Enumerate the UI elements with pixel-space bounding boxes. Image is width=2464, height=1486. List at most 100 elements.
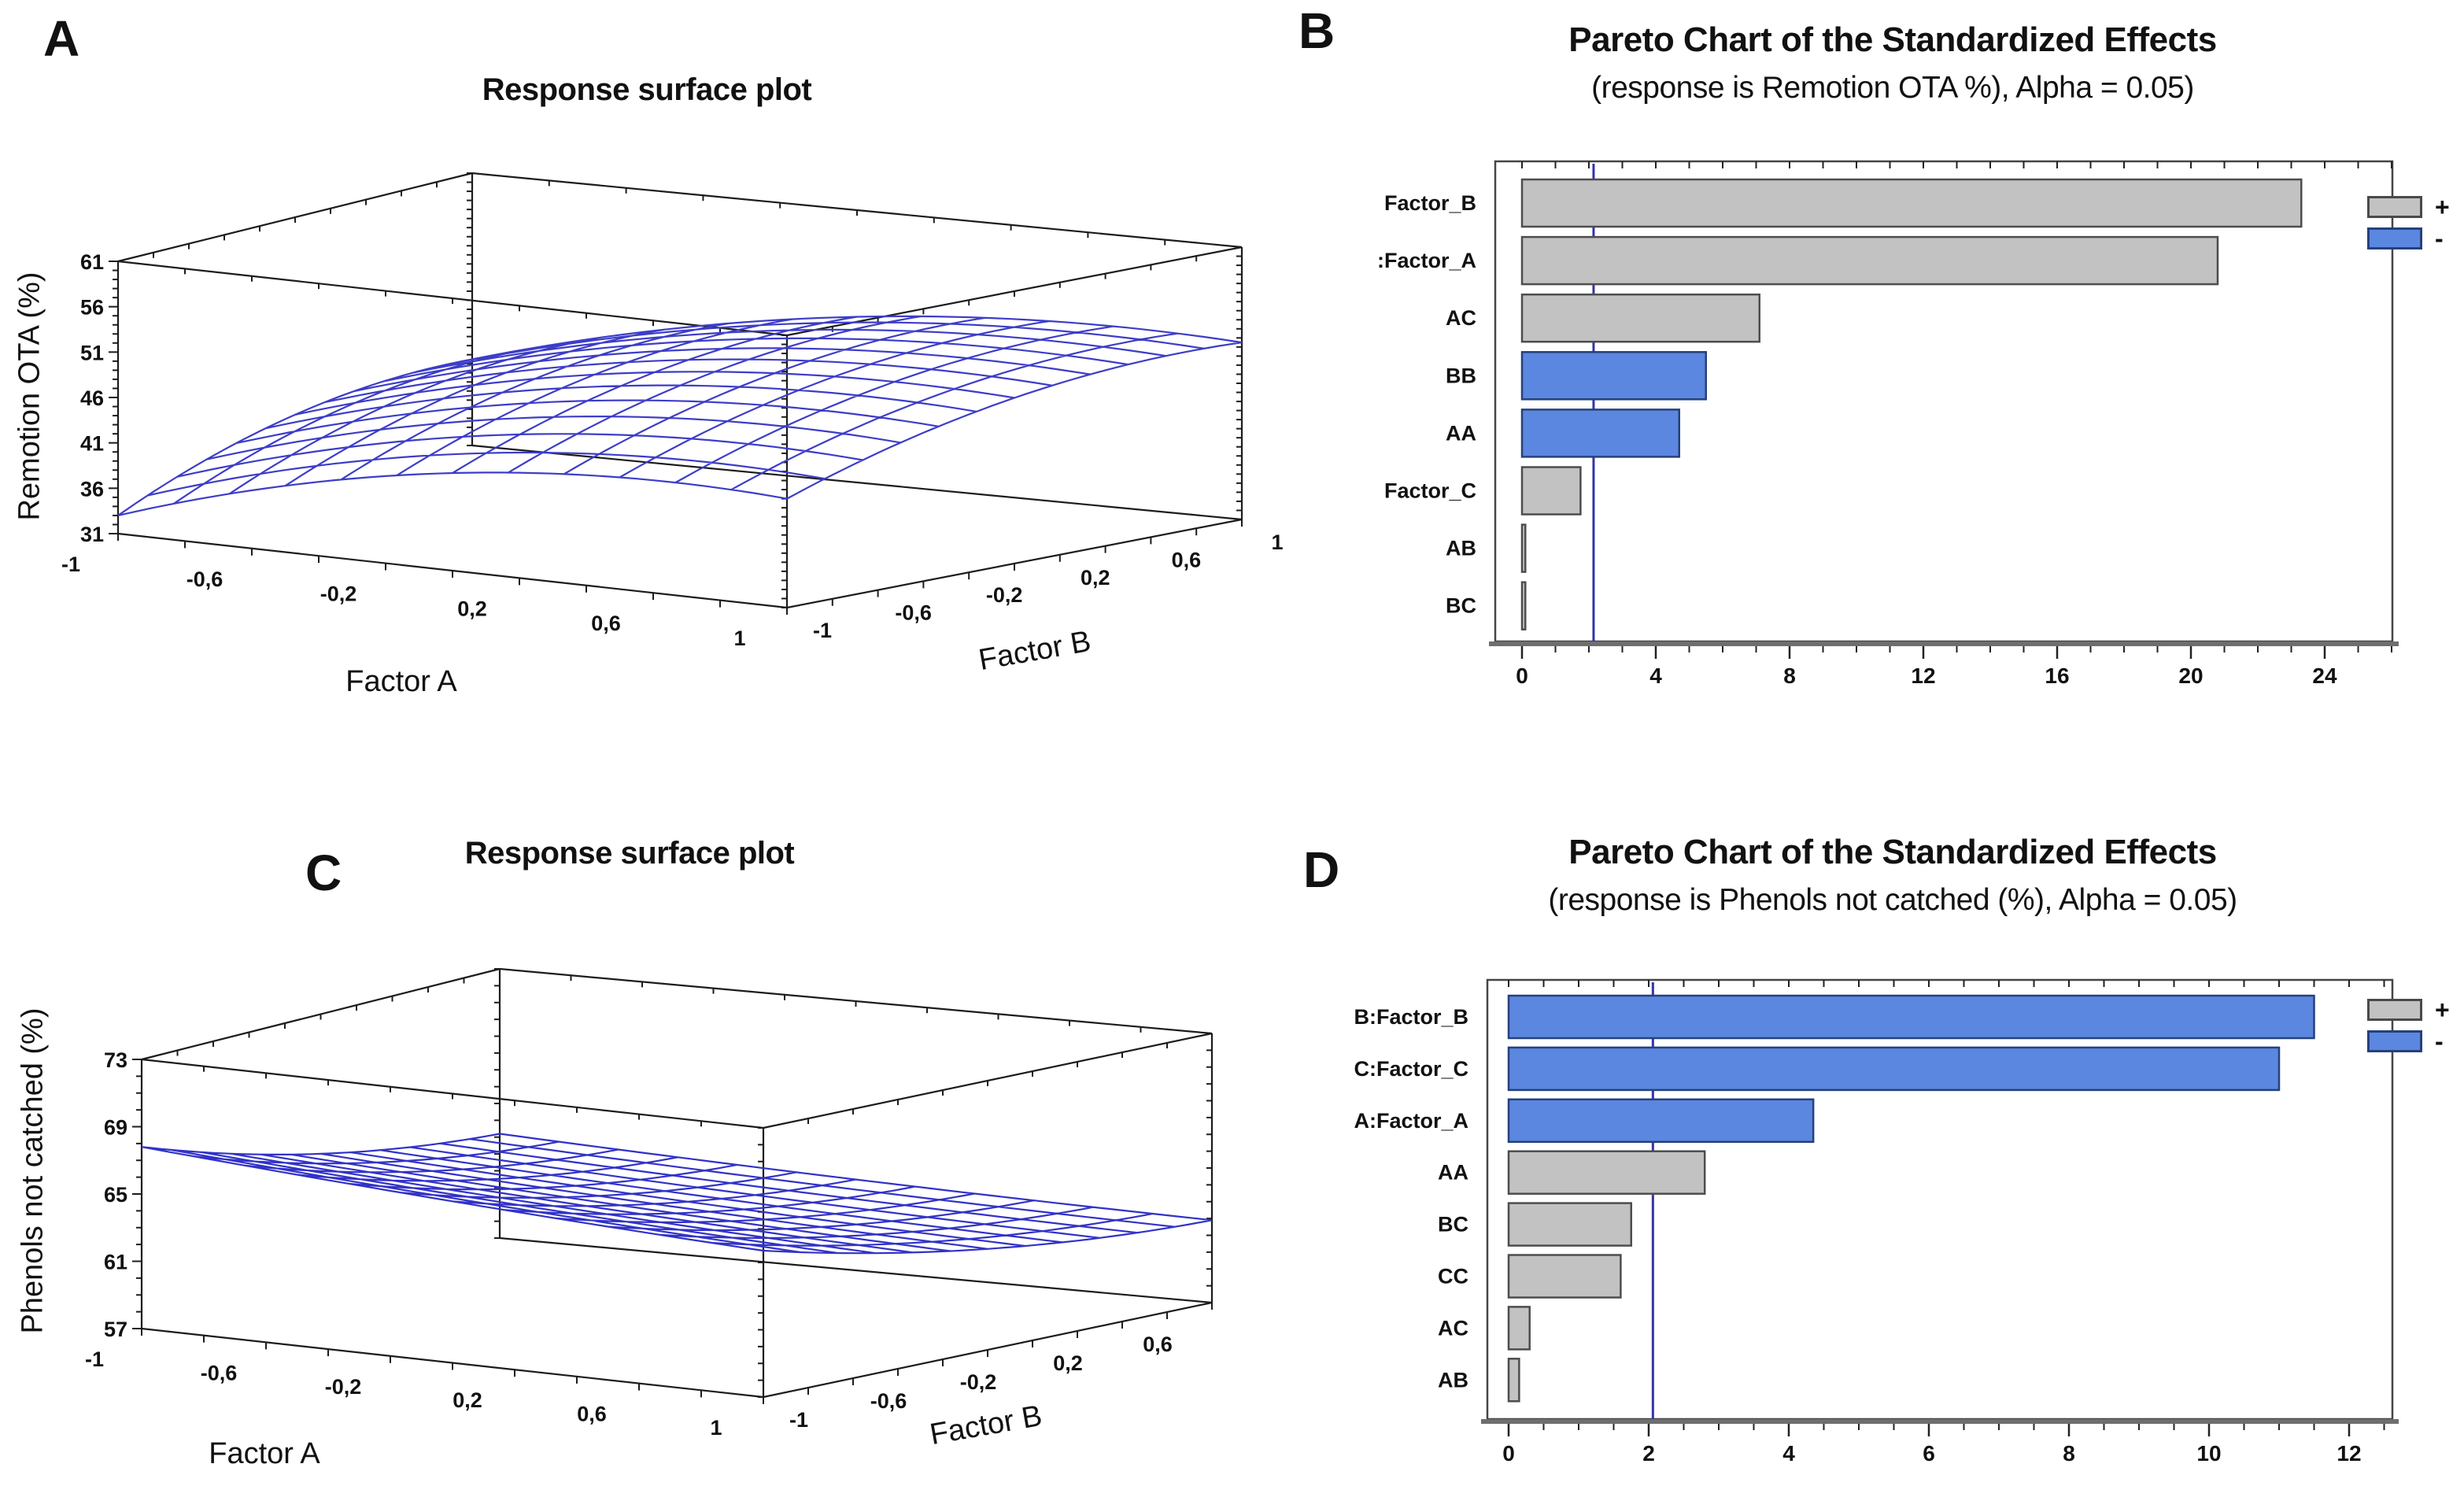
svg-text:56: 56 <box>80 296 104 320</box>
svg-text:AA: AA <box>1438 1161 1468 1185</box>
svg-text:0,6: 0,6 <box>1172 548 1202 571</box>
svg-text:31: 31 <box>80 523 104 546</box>
svg-text:1: 1 <box>1271 530 1283 554</box>
svg-text:-1: -1 <box>813 619 832 642</box>
svg-text:0: 0 <box>1502 1441 1515 1466</box>
svg-text:46: 46 <box>80 386 104 410</box>
svg-text:8: 8 <box>1783 664 1796 688</box>
panel-b-pareto-chart-category-labels: Factor_B:Factor_A AC BB AA Factor_C AB BC <box>1377 191 1476 618</box>
svg-text:B:Factor_B: B:Factor_B <box>1354 1005 1468 1029</box>
panel-b-pareto-chart-x-tick-labels: 0 4 8 12 16 20 24 <box>1516 664 2337 688</box>
svg-text:16: 16 <box>2045 664 2069 688</box>
panel-d-subtitle: (response is Phenols not catched (%), Al… <box>1548 883 2237 917</box>
pareto-bar <box>1507 1254 1622 1299</box>
panel-c-x-axis-title: Factor A <box>209 1437 320 1470</box>
svg-text:0,2: 0,2 <box>1053 1351 1083 1375</box>
svg-text:24: 24 <box>2312 664 2337 688</box>
panel-d-pareto-chart-axis-ticks <box>1507 980 2385 1436</box>
panel-c-surface-plot-tick-labels: 57 61 65 69 73 -1 -0,6 -0,2 0,2 0,6 1 -1 -0,6 -0,2 0,2… <box>85 1048 1173 1440</box>
panel-b-pareto-chart-bars <box>1520 178 2303 630</box>
svg-text:0,6: 0,6 <box>591 612 621 635</box>
panel-a-title: Response surface plot <box>482 72 812 107</box>
pareto-bar <box>1520 408 1680 458</box>
panel-a-label: A <box>43 10 80 67</box>
svg-text:0,2: 0,2 <box>453 1388 482 1412</box>
pareto-bar <box>1520 178 2303 228</box>
panel-a-x-axis-title: Factor A <box>345 665 457 698</box>
svg-text:4: 4 <box>1649 664 1662 688</box>
svg-text:AB: AB <box>1446 537 1476 560</box>
svg-text:A:Factor_A: A:Factor_A <box>1354 1109 1468 1133</box>
legend-row-plus: + <box>2367 191 2450 223</box>
svg-text:CC: CC <box>1438 1265 1468 1288</box>
panel-b-legend: + - <box>2367 191 2450 254</box>
svg-text:57: 57 <box>104 1318 127 1341</box>
pareto-bar <box>1520 581 1527 630</box>
panel-c-label: C <box>305 845 342 901</box>
legend-row-minus: - <box>2367 223 2450 254</box>
pareto-bar <box>1520 351 1707 401</box>
panel-c-z-axis-title: Phenols not catched (%) <box>16 1007 50 1334</box>
panel-c-surface-plot-surface-mesh <box>141 1133 1213 1255</box>
panel-c-surface-plot-box <box>140 967 1214 1399</box>
svg-text:AA: AA <box>1446 421 1476 445</box>
panel-a-surface-plot-box <box>116 172 1243 609</box>
svg-text:0,2: 0,2 <box>457 597 487 620</box>
svg-text:-0,6: -0,6 <box>895 601 932 625</box>
minus-swatch-icon <box>2367 1030 2422 1052</box>
pareto-bar <box>1507 1046 2281 1092</box>
plus-swatch-icon <box>2367 999 2422 1021</box>
panel-b-pareto-chart <box>1489 160 2399 646</box>
plus-swatch-icon <box>2367 196 2422 218</box>
svg-text:1: 1 <box>710 1416 722 1440</box>
svg-text:-0,2: -0,2 <box>986 583 1023 607</box>
panel-d-legend: + - <box>2367 994 2450 1057</box>
svg-text:0: 0 <box>1516 664 1528 688</box>
panel-a-z-axis-title: Remotion OTA (%) <box>13 272 46 521</box>
panel-a-surface-plot-tick-labels: 31 36 41 46 51 56 61 -1 -0,6 -0,2 0,2 0,6 1 -1 -0,6 -0,… <box>61 250 1284 650</box>
svg-text:6: 6 <box>1923 1441 1935 1466</box>
svg-text:-1: -1 <box>61 553 80 576</box>
svg-text:BB: BB <box>1446 364 1476 387</box>
panel-d-pareto-chart-bars <box>1507 994 2315 1403</box>
pareto-bar <box>1507 1358 1520 1403</box>
minus-swatch-icon <box>2367 227 2422 250</box>
svg-text:-0,6: -0,6 <box>870 1389 907 1413</box>
svg-text:-0,6: -0,6 <box>187 567 223 591</box>
minus-sign-label: - <box>2435 1026 2444 1055</box>
svg-text:65: 65 <box>104 1183 127 1207</box>
svg-text:BC: BC <box>1438 1213 1468 1236</box>
plus-sign-label: + <box>2435 192 2450 221</box>
svg-text:61: 61 <box>80 250 104 274</box>
svg-text:2: 2 <box>1642 1441 1655 1466</box>
pareto-bar <box>1520 466 1582 516</box>
pareto-bar <box>1507 1150 1706 1195</box>
svg-text:-0,6: -0,6 <box>201 1361 238 1384</box>
svg-text:0,6: 0,6 <box>1143 1333 1173 1356</box>
svg-text:4: 4 <box>1782 1441 1795 1466</box>
panel-b-subtitle: (response is Remotion OTA %), Alpha = 0.… <box>1591 71 2194 105</box>
svg-text:41: 41 <box>80 432 104 456</box>
pareto-bar <box>1507 1306 1531 1351</box>
svg-text:51: 51 <box>80 341 104 364</box>
pareto-bar <box>1507 994 2315 1040</box>
panel-d-pareto-chart-x-tick-labels: 0 2 4 6 8 10 12 <box>1502 1441 2361 1466</box>
svg-text:-0,2: -0,2 <box>325 1375 362 1399</box>
panel-a-surface-plot-ticks <box>109 172 1243 615</box>
legend-row-minus: - <box>2367 1026 2450 1057</box>
svg-text:36: 36 <box>80 477 104 501</box>
svg-text:Factor_C: Factor_C <box>1384 479 1476 503</box>
svg-text:AB: AB <box>1438 1368 1468 1392</box>
pareto-bar <box>1520 523 1527 573</box>
panel-c-title: Response surface plot <box>464 836 795 871</box>
svg-text:AC: AC <box>1438 1316 1468 1340</box>
pareto-bar <box>1507 1098 1815 1144</box>
plus-sign-label: + <box>2435 995 2450 1024</box>
pareto-bar <box>1507 1202 1632 1247</box>
svg-text:69: 69 <box>104 1116 127 1140</box>
panel-d-label: D <box>1303 841 1340 898</box>
svg-text:0,6: 0,6 <box>577 1403 607 1426</box>
pareto-bar <box>1520 235 2219 286</box>
svg-text:-0,2: -0,2 <box>960 1370 997 1394</box>
